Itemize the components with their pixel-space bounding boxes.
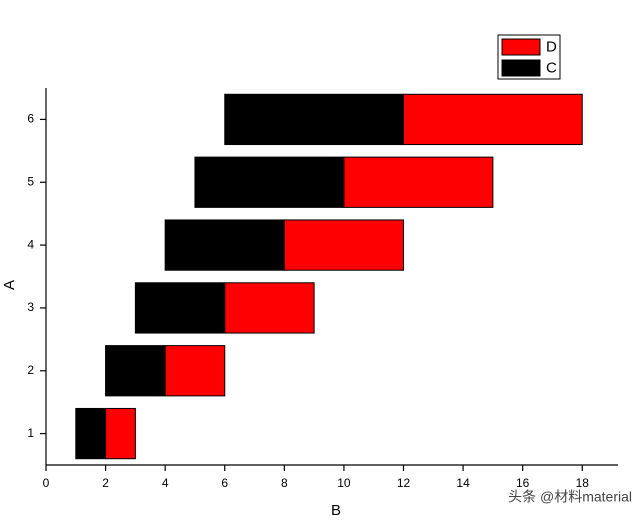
y-tick-label: 5	[27, 174, 34, 188]
y-tick-label: 2	[27, 363, 34, 377]
bar	[343, 156, 494, 208]
y-tick-label: 1	[27, 426, 34, 440]
x-tick-label: 8	[281, 476, 288, 490]
x-tick-label: 12	[397, 476, 411, 490]
bar	[164, 219, 285, 271]
bar	[194, 156, 345, 208]
bar	[75, 407, 107, 460]
x-tick-label: 10	[337, 476, 351, 490]
y-tick-label: 3	[27, 300, 34, 314]
x-tick-label: 14	[456, 476, 470, 490]
x-axis-label: B	[331, 502, 341, 519]
x-tick-label: 18	[576, 476, 590, 490]
x-tick-label: 6	[221, 476, 228, 490]
bar	[105, 407, 136, 460]
bar	[224, 282, 315, 334]
bar	[403, 93, 583, 146]
legend-label: C	[546, 59, 557, 76]
legend-swatch	[501, 59, 541, 77]
bar	[134, 282, 226, 334]
x-tick-label: 4	[162, 476, 169, 490]
legend-swatch	[501, 38, 541, 56]
y-tick-label: 6	[27, 112, 34, 126]
bar	[224, 93, 404, 146]
y-axis-label: A	[1, 280, 18, 290]
bar	[164, 345, 226, 397]
y-tick-label: 4	[27, 237, 34, 251]
x-tick-label: 16	[516, 476, 530, 490]
x-tick-label: 0	[43, 476, 50, 490]
watermark: 头条 @材料material	[508, 489, 632, 505]
bar	[283, 219, 405, 271]
legend-label: D	[546, 38, 557, 55]
x-tick-label: 2	[102, 476, 109, 490]
bar	[105, 345, 166, 397]
